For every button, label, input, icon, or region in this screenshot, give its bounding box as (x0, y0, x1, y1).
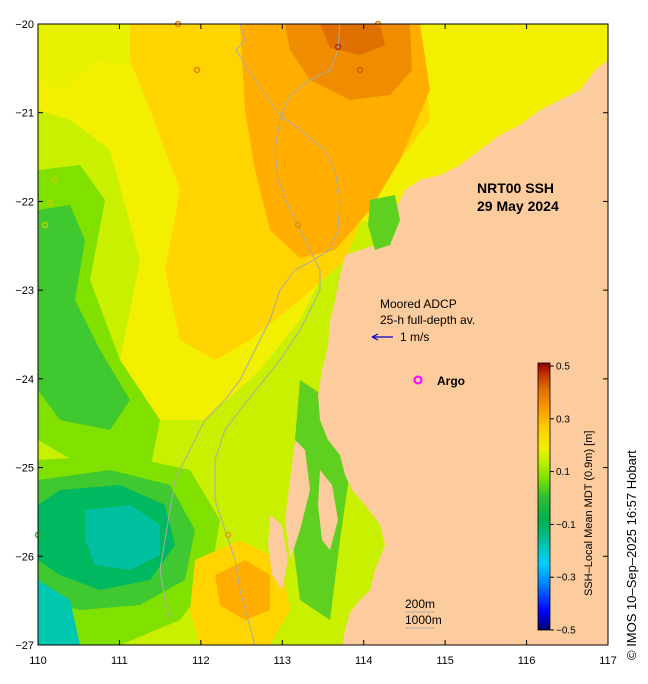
argo-float (356, 66, 364, 74)
dirk-hartog-island (285, 440, 310, 560)
ssh-orange-south-eddy (215, 560, 270, 620)
exmouth-gulf-water (368, 195, 400, 250)
velocity-scale-label: 1 m/s (400, 330, 429, 344)
x-tick-label: 115 (436, 655, 454, 667)
y-tick-label: −27 (15, 640, 34, 652)
x-tick-label: 116 (518, 655, 536, 667)
y-tick-label: −24 (15, 374, 34, 386)
y-tick-label: −20 (15, 19, 34, 31)
contour-1000m (214, 24, 341, 645)
x-tick-label: 111 (111, 655, 128, 667)
colorbar-tick-label: −0.5 (556, 626, 576, 637)
contour-200m (159, 24, 341, 621)
imos-credit: © IMOS 10–Sep–2025 16:57 Hobart (624, 450, 639, 660)
velocity-arrow-icon (371, 333, 393, 341)
colorbar-title: SSH–Local Mean MDT (0.9m) [m] (583, 431, 595, 596)
adcp-legend-line1: Moored ADCP (380, 297, 457, 311)
argo-float (41, 221, 49, 229)
ssh-green-west-core (38, 205, 130, 430)
argo-float (224, 531, 232, 539)
argo-float (294, 221, 302, 229)
australia-mainland (318, 60, 608, 645)
land (268, 60, 608, 645)
y-tick-label: −22 (15, 196, 34, 208)
colorbar-gradient (537, 362, 551, 631)
y-axis: −20 −21 −22 −23 −24 −25 −26 −27 (15, 19, 608, 652)
colorbar: 0.5 0.3 0.1 −0.1 −0.3 −0.5 SSH–Local Mean MDT… (537, 362, 595, 637)
bathymetry-contours (159, 24, 341, 645)
y-tick-label: −26 (15, 551, 34, 563)
shark-bay-islands (268, 515, 288, 590)
product-title: NRT00 SSH (477, 180, 554, 196)
ssh-teal-eddy-core (85, 505, 160, 570)
plot-frame (37, 23, 609, 646)
argo-legend-icon (413, 375, 423, 385)
depth-legend-1000m: 1000m (405, 613, 442, 627)
argo-float (51, 176, 59, 184)
x-tick-label: 110 (29, 655, 47, 667)
depth-legend-200m: 200m (405, 597, 435, 611)
colorbar-tick-label: 0.1 (556, 467, 570, 478)
x-tick-label: 117 (599, 655, 617, 667)
colorbar-tick-label: 0.3 (556, 414, 570, 425)
date-title: 29 May 2024 (477, 198, 559, 214)
x-tick-label: 112 (192, 655, 210, 667)
y-tick-label: −23 (15, 285, 34, 297)
adcp-legend-line2: 25-h full-depth av. (380, 313, 475, 327)
x-axis: 110 111 112 113 114 115 116 117 (29, 24, 617, 667)
colorbar-ticks: 0.5 0.3 0.1 −0.1 −0.3 −0.5 (550, 362, 576, 637)
colorbar-tick-label: −0.1 (556, 520, 576, 531)
peron-peninsula (318, 470, 338, 550)
argo-float (334, 43, 342, 51)
x-tick-label: 113 (274, 655, 292, 667)
x-tick-label: 114 (355, 655, 373, 667)
y-tick-label: −21 (15, 108, 34, 120)
colorbar-tick-label: 0.5 (556, 362, 570, 373)
argo-legend-label: Argo (437, 374, 465, 388)
colorbar-tick-label: −0.3 (556, 573, 576, 584)
ssh-cyan-southwest-corner (38, 580, 80, 645)
argo-float (193, 66, 201, 74)
argo-float (46, 199, 54, 207)
ssh-field (38, 24, 608, 645)
y-tick-label: −25 (15, 463, 34, 475)
